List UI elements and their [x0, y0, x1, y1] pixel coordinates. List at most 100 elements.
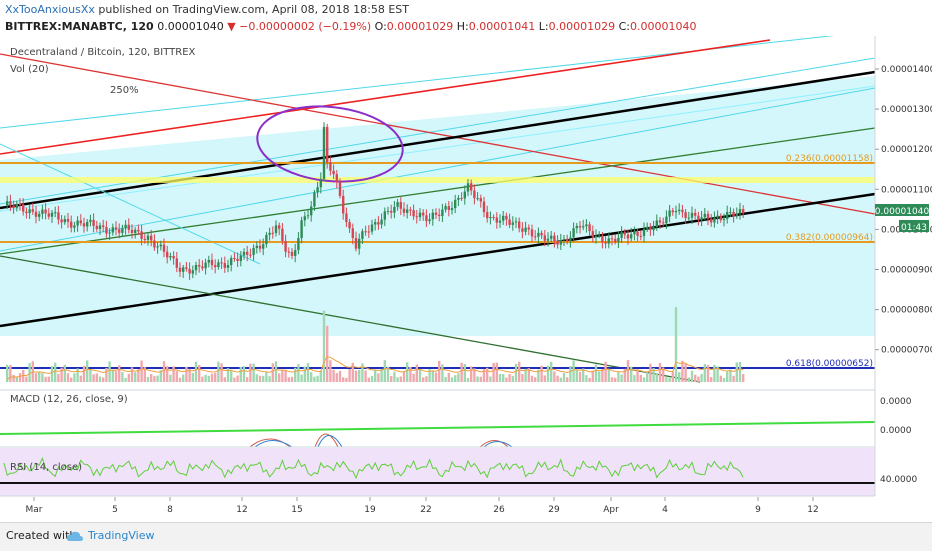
candle-body: [102, 225, 105, 228]
time-tick-label: Apr: [603, 505, 619, 515]
volume-bar: [502, 374, 505, 382]
candle-body: [594, 235, 598, 238]
tradingview-link[interactable]: TradingView: [88, 529, 155, 542]
volume-bar: [316, 375, 319, 382]
volume-bar: [284, 370, 287, 382]
volume-bar: [425, 376, 428, 382]
candle-body: [223, 263, 226, 268]
candle-body: [652, 226, 655, 231]
candle-body: [9, 201, 12, 206]
candle-body: [262, 244, 265, 249]
volume-bar: [511, 375, 514, 382]
volume-bar: [492, 362, 495, 382]
volume-bar: [12, 374, 15, 382]
candle-body: [409, 209, 412, 211]
volume-bar: [697, 376, 700, 382]
candle-body: [607, 238, 610, 244]
candle-body: [162, 244, 166, 252]
macd-tick-2: 0.0000: [880, 426, 912, 436]
candle-body: [252, 248, 255, 255]
author-link[interactable]: XxTooAnxiousXx: [5, 3, 95, 16]
volume-bar: [300, 374, 303, 382]
price-tick-label: 0.00000700: [881, 346, 932, 356]
macd-pane-bg: [0, 391, 875, 446]
candle-body: [738, 209, 742, 214]
candle-body: [95, 226, 98, 229]
chart-canvas[interactable]: Decentraland / Bitcoin, 120, BITTREX Vol…: [0, 36, 932, 522]
volume-bar: [239, 366, 242, 382]
candle-body: [370, 224, 374, 232]
volume-bar: [687, 377, 690, 382]
candle-body: [703, 213, 706, 218]
candle-body: [22, 204, 25, 212]
volume-bar: [495, 362, 498, 382]
candle-body: [108, 232, 111, 234]
tradingview-cloud-icon[interactable]: [66, 529, 84, 543]
volume-bar: [374, 369, 377, 382]
volume-bar: [418, 369, 422, 382]
candle-body: [726, 212, 729, 219]
candle-body: [66, 219, 70, 222]
time-tick-label: 12: [236, 505, 247, 515]
candle-body: [76, 220, 79, 226]
candle-body: [591, 231, 594, 238]
candle-body: [425, 215, 428, 222]
candle-body: [383, 211, 386, 220]
cyan-channel-line-4: [0, 85, 876, 212]
volume-bar: [646, 372, 649, 382]
time-tick-label: 19: [364, 505, 376, 515]
volume-bar: [383, 360, 386, 382]
volume-bar: [150, 374, 153, 382]
candle-body: [406, 209, 409, 213]
candle-body: [569, 237, 572, 242]
price-tick-label: 0.00000900: [881, 266, 932, 276]
volume-bar: [105, 367, 108, 382]
volume-bar: [649, 363, 652, 382]
candle-body: [185, 267, 188, 269]
volume-bar: [521, 373, 524, 382]
volume-bar: [214, 373, 217, 382]
time-axis[interactable]: [0, 497, 932, 522]
volume-bar: [738, 361, 742, 382]
volume-bar: [566, 377, 569, 382]
volume-bar: [364, 370, 367, 382]
volume-bar: [626, 360, 630, 382]
volume-bar: [63, 364, 66, 382]
price-axis[interactable]: [875, 36, 932, 522]
candle-body: [562, 238, 566, 241]
volume-bar: [588, 377, 591, 382]
volume-bar: [60, 367, 63, 382]
candle-body: [729, 211, 732, 213]
published-text: published on TradingView.com, April 08, …: [98, 3, 410, 16]
fib-0236-label: 0.236(0.00001158): [786, 154, 873, 164]
volume-bar: [306, 363, 310, 382]
candle-body: [681, 209, 684, 213]
volume-bar: [329, 360, 332, 382]
candle-body: [18, 203, 22, 205]
volume-bar: [361, 363, 364, 382]
volume-bar: [466, 377, 470, 382]
symbol-label[interactable]: BITTREX:MANABTC, 120: [5, 20, 154, 33]
candle-body: [335, 174, 338, 183]
candle-body: [559, 240, 562, 245]
candle-body: [588, 224, 591, 232]
candle-body: [258, 245, 262, 249]
volume-bar: [578, 371, 582, 382]
volume-bar: [390, 376, 393, 382]
price-tick-label: 0.00001200: [881, 145, 932, 155]
candle-body: [210, 259, 214, 266]
volume-bar: [185, 366, 188, 382]
candle-body: [28, 209, 31, 214]
volume-bar: [322, 310, 326, 382]
volume-bar: [617, 372, 620, 382]
candle-body: [156, 246, 159, 248]
volume-bar: [201, 376, 204, 382]
volume-bar: [399, 376, 402, 382]
candle-body: [642, 228, 646, 237]
volume-bar: [668, 377, 671, 382]
candle-body: [700, 217, 703, 221]
candle-body: [345, 213, 348, 223]
candle-body: [246, 251, 249, 255]
candle-body: [98, 225, 102, 229]
candle-body: [614, 239, 617, 242]
